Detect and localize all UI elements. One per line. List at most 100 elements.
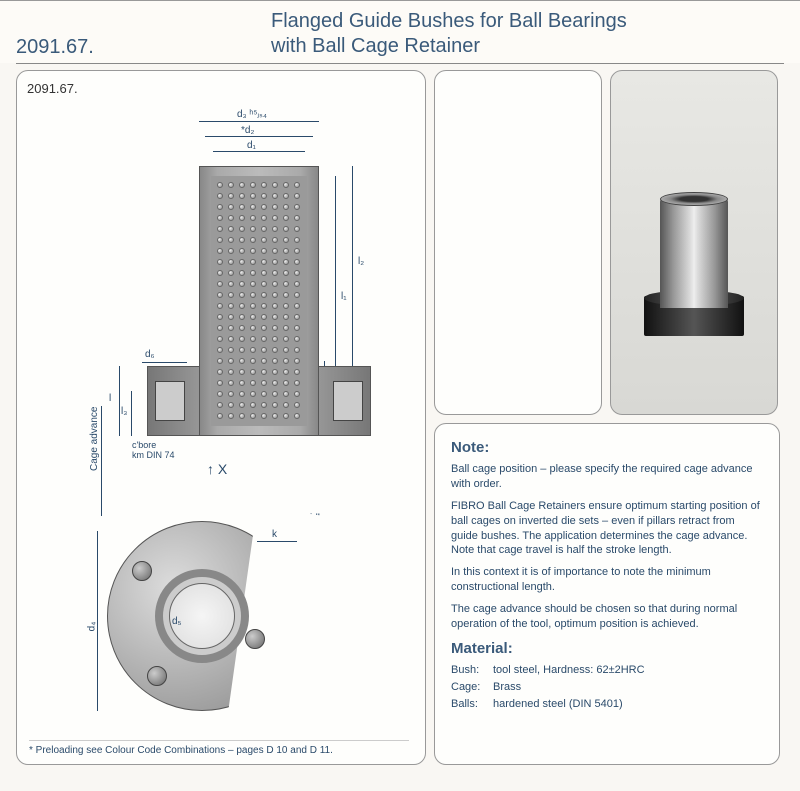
ball-dot bbox=[217, 391, 223, 397]
ball-dot bbox=[239, 303, 245, 309]
right-column: Note: Ball cage position – please specif… bbox=[434, 70, 780, 765]
ball-dot bbox=[217, 303, 223, 309]
ball-dot bbox=[272, 237, 278, 243]
ball-dot bbox=[272, 369, 278, 375]
dim-line-l bbox=[119, 366, 120, 436]
dim-d4: d₄ bbox=[86, 622, 97, 632]
ball-dot bbox=[272, 380, 278, 386]
ball-dot bbox=[250, 281, 256, 287]
ball-dot bbox=[272, 391, 278, 397]
ball-dot bbox=[261, 281, 267, 287]
ball-dot bbox=[272, 270, 278, 276]
bolt-hole-1 bbox=[132, 561, 152, 581]
ball-dot bbox=[261, 314, 267, 320]
ball-dot bbox=[294, 314, 300, 320]
preloading-footnote: * Preloading see Colour Code Combination… bbox=[29, 740, 409, 756]
ball-dot bbox=[217, 182, 223, 188]
ball-dot bbox=[261, 413, 267, 419]
ball-dot bbox=[283, 314, 289, 320]
ball-dot bbox=[228, 336, 234, 342]
ball-dot bbox=[217, 358, 223, 364]
material-cage-label: Cage: bbox=[451, 680, 493, 695]
ball-dot bbox=[217, 248, 223, 254]
ball-dot bbox=[217, 402, 223, 408]
ball-dot bbox=[239, 270, 245, 276]
ball-dot bbox=[272, 413, 278, 419]
ball-dot bbox=[250, 413, 256, 419]
ball-dot bbox=[250, 270, 256, 276]
ball-dot bbox=[250, 303, 256, 309]
section-x-arrow: ↑ X bbox=[207, 461, 227, 477]
ball-dot bbox=[261, 248, 267, 254]
ball-dot bbox=[261, 347, 267, 353]
ball-dot bbox=[228, 237, 234, 243]
ball-dot bbox=[239, 413, 245, 419]
dim-d2: *d₂ bbox=[241, 125, 254, 136]
ball-dot bbox=[294, 248, 300, 254]
ball-dot bbox=[283, 248, 289, 254]
ball-dot bbox=[294, 402, 300, 408]
bolt-hole-3 bbox=[245, 629, 265, 649]
bolt-hole-2 bbox=[147, 666, 167, 686]
material-balls-row: Balls: hardened steel (DIN 5401) bbox=[451, 697, 763, 712]
ball-dot bbox=[239, 380, 245, 386]
ball-dot bbox=[250, 391, 256, 397]
note-p3: In this context it is of importance to n… bbox=[451, 565, 763, 595]
ball-dot bbox=[217, 336, 223, 342]
ball-dot bbox=[217, 380, 223, 386]
ball-dot bbox=[272, 325, 278, 331]
ball-dot bbox=[261, 325, 267, 331]
ball-dot bbox=[217, 281, 223, 287]
header-divider bbox=[16, 63, 784, 64]
ball-dot bbox=[283, 215, 289, 221]
ball-dot bbox=[228, 193, 234, 199]
ball-dot bbox=[272, 204, 278, 210]
material-cage-row: Cage: Brass bbox=[451, 680, 763, 695]
ball-dot bbox=[272, 292, 278, 298]
ball-dot bbox=[272, 259, 278, 265]
ball-dot bbox=[228, 358, 234, 364]
ball-dot bbox=[228, 303, 234, 309]
ball-dot bbox=[239, 193, 245, 199]
ball-dot bbox=[272, 226, 278, 232]
ball-dot bbox=[283, 303, 289, 309]
ball-dot bbox=[239, 358, 245, 364]
ball-dot bbox=[250, 204, 256, 210]
ball-dot bbox=[294, 182, 300, 188]
part-number: 2091.67. bbox=[16, 36, 271, 59]
product-photo bbox=[644, 198, 744, 348]
note-p4: The cage advance should be chosen so tha… bbox=[451, 602, 763, 632]
cage-advance-line bbox=[101, 406, 102, 516]
ball-dot bbox=[294, 193, 300, 199]
ball-dot bbox=[283, 259, 289, 265]
ball-dot bbox=[283, 358, 289, 364]
note-heading: Note: bbox=[451, 438, 763, 458]
ball-dot bbox=[283, 325, 289, 331]
ball-dot bbox=[239, 215, 245, 221]
ball-dot bbox=[272, 281, 278, 287]
ball-dot bbox=[294, 347, 300, 353]
ball-dot bbox=[294, 369, 300, 375]
ball-dot bbox=[239, 226, 245, 232]
ball-dot bbox=[228, 369, 234, 375]
ball-dot bbox=[228, 314, 234, 320]
ball-dot bbox=[228, 259, 234, 265]
ball-dot bbox=[217, 226, 223, 232]
material-heading: Material: bbox=[451, 639, 763, 659]
ball-dot bbox=[294, 204, 300, 210]
ball-dot bbox=[261, 358, 267, 364]
ball-dot bbox=[228, 215, 234, 221]
ball-dot bbox=[261, 369, 267, 375]
ball-dot bbox=[250, 259, 256, 265]
ball-dot bbox=[239, 292, 245, 298]
ball-dot bbox=[250, 226, 256, 232]
ball-dot bbox=[294, 358, 300, 364]
notes-panel: Note: Ball cage position – please specif… bbox=[434, 423, 780, 765]
ball-dot bbox=[228, 391, 234, 397]
ball-dot bbox=[272, 193, 278, 199]
ball-dot bbox=[283, 182, 289, 188]
ball-dot bbox=[228, 182, 234, 188]
ball-dot bbox=[272, 336, 278, 342]
ball-dot bbox=[283, 237, 289, 243]
dim-d1: d₁ bbox=[247, 140, 256, 151]
